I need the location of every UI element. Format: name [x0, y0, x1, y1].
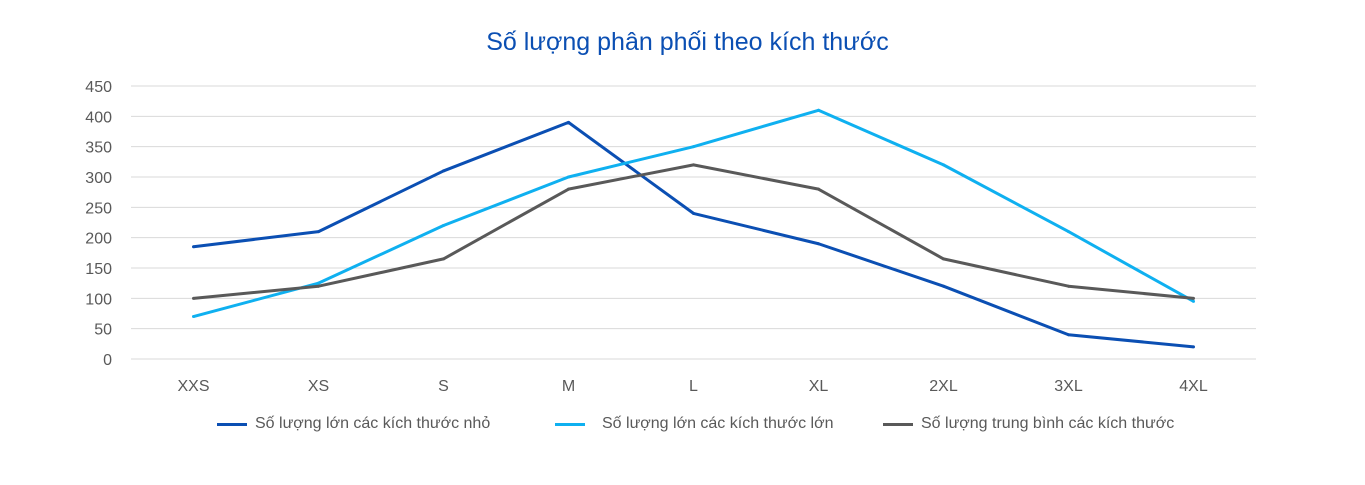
y-tick-label: 150 — [85, 261, 112, 278]
series-line-0 — [193, 120, 1194, 349]
data-point — [442, 257, 445, 261]
data-point — [192, 245, 195, 249]
y-tick-label: 350 — [85, 140, 112, 157]
x-tick-label: XS — [308, 378, 329, 395]
x-tick-label: L — [689, 378, 698, 395]
legend-item-small-sizes: Số lượng lớn các kích thước nhỏ — [217, 415, 490, 433]
x-tick-label: S — [438, 378, 449, 395]
data-point — [942, 257, 945, 261]
data-point — [317, 230, 320, 234]
data-point — [692, 163, 695, 167]
data-point — [692, 145, 695, 149]
data-point — [442, 224, 445, 228]
data-point — [192, 296, 195, 300]
x-tick-label: XXS — [177, 378, 209, 395]
data-point — [317, 284, 320, 288]
data-point — [1067, 284, 1070, 288]
data-point — [192, 315, 195, 319]
data-point — [942, 163, 945, 167]
y-tick-label: 250 — [85, 200, 112, 217]
data-point — [442, 169, 445, 173]
legend-swatch — [555, 422, 585, 426]
data-point — [1067, 333, 1070, 337]
legend-item-large-sizes: Số lượng lớn các kích thước lớn — [555, 415, 833, 433]
legend-label: Số lượng lớn các kích thước lớn — [602, 415, 834, 432]
legend-label: Số lượng trung bình các kích thước — [921, 415, 1175, 432]
data-point — [1192, 299, 1195, 303]
y-tick-label: 100 — [85, 291, 112, 308]
data-point — [942, 284, 945, 288]
data-point — [817, 242, 820, 246]
y-tick-label: 300 — [85, 170, 112, 187]
series-line-2 — [193, 163, 1194, 300]
data-point — [567, 187, 570, 191]
legend-swatch — [217, 422, 247, 426]
y-tick-label: 50 — [94, 322, 112, 339]
y-tick-label: 400 — [85, 109, 112, 126]
data-point — [817, 187, 820, 191]
legend-swatch — [883, 422, 913, 426]
data-point — [692, 211, 695, 215]
chart-title: Số lượng phân phối theo kích thước — [486, 28, 889, 56]
data-point — [1192, 296, 1195, 300]
legend-label: Số lượng lớn các kích thước nhỏ — [255, 415, 491, 432]
x-tick-label: 4XL — [1179, 378, 1208, 395]
y-tick-label: 0 — [103, 352, 112, 369]
x-tick-label: 3XL — [1054, 378, 1083, 395]
data-point — [567, 120, 570, 124]
data-point — [567, 175, 570, 179]
x-tick-label: 2XL — [929, 378, 958, 395]
legend-item-average: Số lượng trung bình các kích thước — [883, 415, 1174, 433]
data-point — [817, 108, 820, 112]
x-tick-label: M — [562, 378, 575, 395]
data-point — [1192, 345, 1195, 349]
data-point — [1067, 230, 1070, 234]
y-tick-label: 200 — [85, 231, 112, 248]
data-point — [317, 281, 320, 285]
y-tick-label: 450 — [85, 79, 112, 96]
x-tick-label: XL — [809, 378, 829, 395]
